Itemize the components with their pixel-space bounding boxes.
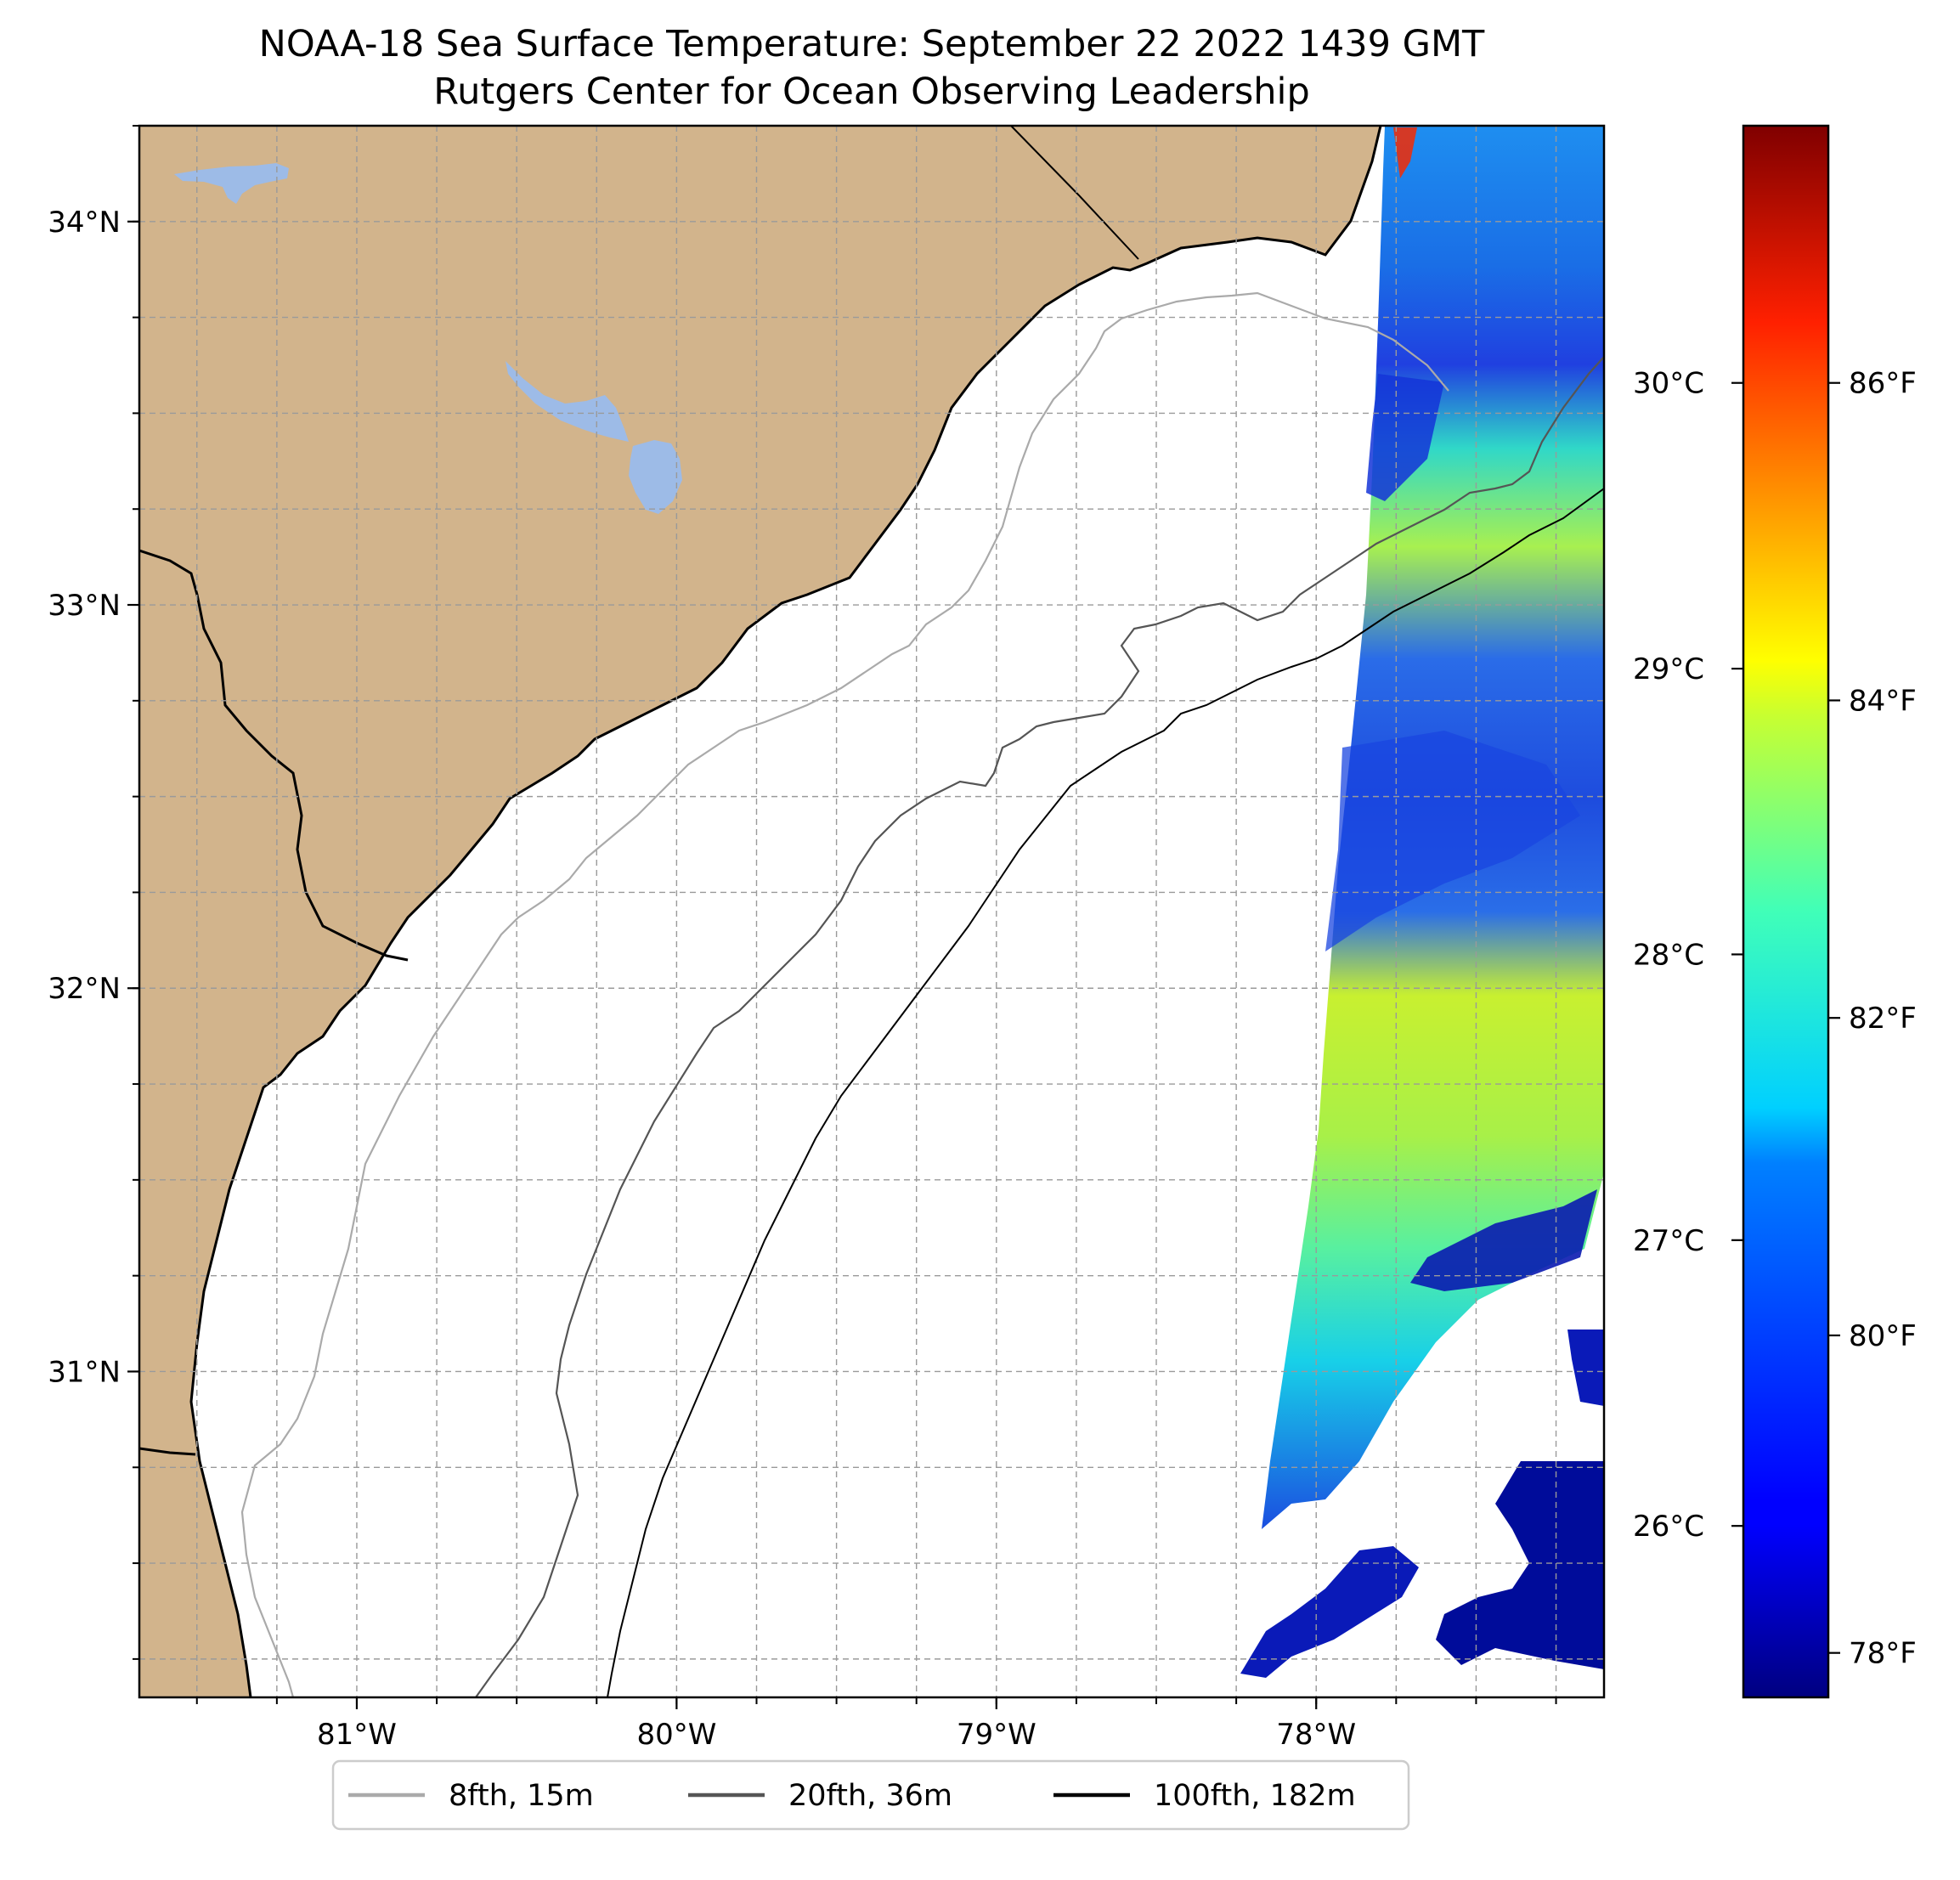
map-panel (139, 126, 1604, 1697)
gridlines (139, 126, 1604, 1697)
isobath-8fth (240, 291, 1449, 1697)
lat-axis: 34°N 33°N 32°N 31°N (48, 125, 139, 1660)
sst-cold-fragment-e (1567, 1330, 1604, 1406)
map-title: NOAA-18 Sea Surface Temperature: Septemb… (259, 23, 1485, 65)
legend-label-8fth: 8fth, 15m (449, 1779, 594, 1813)
sst-cold-patch-mid (1325, 731, 1580, 951)
colorbar-celsius-ticks: 30°C 29°C 28°C 27°C 26°C (1633, 367, 1743, 1544)
lat-tick-label: 33°N (48, 589, 121, 623)
colorbar-celsius-label: 29°C (1633, 652, 1704, 686)
lake-marion (506, 361, 629, 442)
colorbar-celsius-label: 26°C (1633, 1510, 1704, 1544)
colorbar: 30°C 29°C 28°C 27°C 26°C 86°F 84°F 82°F 80°F 78°… (1633, 124, 1917, 1699)
lat-tick-label: 32°N (48, 972, 121, 1006)
sst-cold-patch-north (1366, 374, 1444, 501)
colorbar-fahrenheit-label: 78°F (1849, 1637, 1917, 1671)
coastline (189, 126, 1382, 1697)
legend: 8fth, 15m 20fth, 36m 100fth, 182m (331, 1759, 1410, 1831)
state-boundary-nc-sc (1010, 126, 1139, 260)
sst-cold-fragment-s (1240, 1546, 1419, 1678)
map-subtitle: Rutgers Center for Ocean Observing Leade… (433, 71, 1310, 113)
legend-label-20fth: 20fth, 36m (788, 1779, 952, 1813)
legend-box (331, 1759, 1410, 1831)
lon-tick-label: 81°W (317, 1718, 397, 1752)
lat-tick-label: 34°N (48, 206, 121, 240)
colorbar-fahrenheit-label: 82°F (1849, 1002, 1917, 1036)
colorbar-celsius-label: 28°C (1633, 938, 1704, 972)
river-south (139, 1447, 196, 1456)
colorbar-celsius-label: 30°C (1633, 367, 1704, 401)
colorbar-frame (1742, 124, 1830, 1699)
land (139, 126, 1381, 1697)
lake-moultrie (629, 440, 682, 514)
inland-lake-north (174, 163, 289, 204)
colorbar-celsius-label: 27°C (1633, 1224, 1704, 1258)
colorbar-fahrenheit-ticks: 86°F 84°F 82°F 80°F 78°F (1828, 367, 1917, 1671)
colorbar-fahrenheit-label: 80°F (1849, 1319, 1917, 1353)
colorbar-gradient (1743, 126, 1828, 1697)
legend-label-100fth: 100fth, 182m (1154, 1779, 1356, 1813)
lon-tick-label: 79°W (957, 1718, 1036, 1752)
lon-tick-label: 78°W (1276, 1718, 1356, 1752)
map-frame (138, 124, 1606, 1699)
colorbar-fahrenheit-label: 86°F (1849, 367, 1917, 401)
lon-tick-label: 80°W (636, 1718, 716, 1752)
state-boundary-sc-ga (139, 549, 409, 962)
lat-tick-label: 31°N (48, 1355, 121, 1389)
colorbar-fahrenheit-label: 84°F (1849, 684, 1917, 718)
isobath-20fth (475, 356, 1604, 1697)
sst-warm-corner (1393, 127, 1417, 178)
lon-axis: 81°W 80°W 79°W 78°W (195, 1697, 1557, 1752)
isobath-100fth (607, 488, 1604, 1697)
sst-cold-fragment-se (1436, 1461, 1604, 1669)
sst-cold-patch-east (1410, 1189, 1597, 1291)
